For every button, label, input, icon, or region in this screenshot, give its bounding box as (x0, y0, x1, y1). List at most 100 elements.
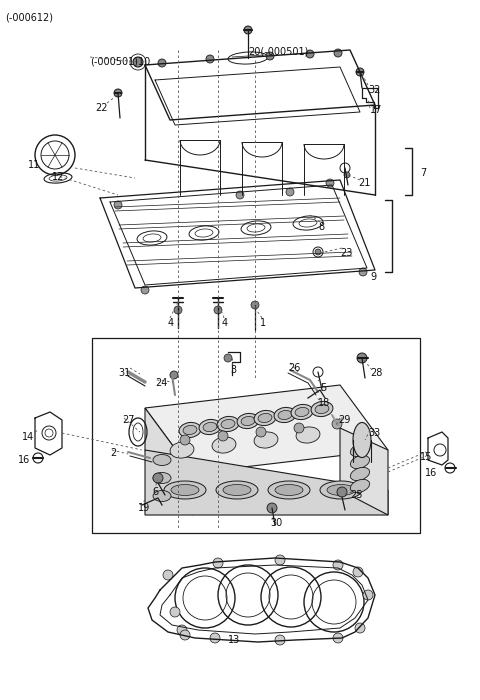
Text: 14: 14 (22, 432, 34, 442)
Circle shape (356, 68, 364, 76)
Text: 21: 21 (358, 178, 371, 188)
Text: 6: 6 (152, 487, 158, 497)
Circle shape (275, 555, 285, 565)
Text: 1: 1 (260, 318, 266, 328)
Text: 28: 28 (370, 368, 383, 378)
Text: 27: 27 (122, 415, 134, 425)
Text: 5: 5 (320, 383, 326, 393)
Text: 15: 15 (420, 452, 432, 462)
Text: 3: 3 (230, 365, 236, 375)
Ellipse shape (350, 456, 370, 468)
Ellipse shape (291, 405, 313, 419)
Circle shape (213, 558, 223, 568)
Text: 8: 8 (318, 222, 324, 232)
Circle shape (334, 49, 342, 57)
Circle shape (163, 570, 173, 580)
Ellipse shape (203, 422, 217, 432)
Bar (92, 338, 420, 533)
Text: 7: 7 (420, 168, 426, 178)
Circle shape (141, 286, 149, 294)
Circle shape (214, 306, 222, 314)
Circle shape (333, 560, 343, 570)
Circle shape (357, 353, 367, 363)
Text: 16: 16 (18, 455, 30, 465)
Polygon shape (145, 408, 193, 515)
Ellipse shape (216, 481, 258, 499)
Ellipse shape (237, 414, 259, 428)
Circle shape (359, 268, 367, 276)
Text: 25: 25 (350, 490, 362, 500)
Circle shape (206, 55, 214, 63)
Circle shape (180, 435, 190, 445)
Circle shape (114, 89, 122, 97)
Circle shape (332, 419, 342, 429)
Text: 18: 18 (318, 398, 330, 408)
Circle shape (315, 249, 321, 255)
Text: (-000501)10: (-000501)10 (90, 57, 150, 67)
Circle shape (256, 427, 266, 437)
Text: 29: 29 (338, 415, 350, 425)
Ellipse shape (212, 437, 236, 453)
Ellipse shape (258, 414, 272, 423)
Text: 11: 11 (28, 160, 40, 170)
Circle shape (153, 473, 163, 483)
Ellipse shape (295, 407, 309, 416)
Ellipse shape (350, 480, 370, 493)
Text: 30: 30 (270, 518, 282, 528)
Circle shape (244, 26, 252, 34)
Circle shape (170, 371, 178, 379)
Text: 31: 31 (118, 368, 130, 378)
Circle shape (275, 635, 285, 645)
Polygon shape (340, 428, 388, 515)
Circle shape (158, 59, 166, 67)
Circle shape (210, 633, 220, 643)
Circle shape (353, 567, 363, 577)
Ellipse shape (171, 484, 199, 496)
Circle shape (114, 201, 122, 209)
Circle shape (326, 179, 334, 187)
Ellipse shape (199, 419, 221, 435)
Text: 19: 19 (138, 503, 150, 513)
Text: 17: 17 (370, 105, 383, 115)
Text: 12: 12 (52, 172, 64, 182)
Text: 32: 32 (368, 85, 380, 95)
Ellipse shape (164, 481, 206, 499)
Ellipse shape (241, 416, 255, 426)
Circle shape (174, 306, 182, 314)
Circle shape (224, 354, 232, 362)
Circle shape (363, 590, 373, 600)
Text: (-000612): (-000612) (5, 12, 53, 22)
Ellipse shape (217, 416, 239, 432)
Text: 22: 22 (95, 103, 108, 113)
Ellipse shape (170, 442, 194, 458)
Text: 26: 26 (288, 363, 300, 373)
Ellipse shape (320, 481, 362, 499)
Ellipse shape (327, 484, 355, 496)
Ellipse shape (350, 468, 370, 481)
Circle shape (133, 57, 143, 67)
Circle shape (266, 52, 274, 60)
Circle shape (267, 503, 277, 513)
Ellipse shape (278, 410, 292, 419)
Text: 2: 2 (110, 448, 116, 458)
Text: 20(-000501): 20(-000501) (248, 47, 308, 57)
Ellipse shape (353, 423, 371, 458)
Text: 16: 16 (425, 468, 437, 478)
Ellipse shape (223, 484, 251, 496)
Ellipse shape (179, 422, 201, 438)
Circle shape (337, 487, 347, 497)
Text: 23: 23 (340, 248, 352, 258)
Ellipse shape (275, 484, 303, 496)
Circle shape (251, 301, 259, 309)
Text: 13: 13 (228, 635, 240, 645)
Ellipse shape (183, 426, 197, 435)
Circle shape (236, 191, 244, 199)
Circle shape (177, 625, 187, 635)
Ellipse shape (296, 427, 320, 443)
Polygon shape (145, 385, 388, 473)
Ellipse shape (254, 432, 278, 448)
Ellipse shape (311, 401, 333, 416)
Polygon shape (145, 450, 388, 515)
Ellipse shape (153, 473, 171, 484)
Ellipse shape (153, 491, 171, 501)
